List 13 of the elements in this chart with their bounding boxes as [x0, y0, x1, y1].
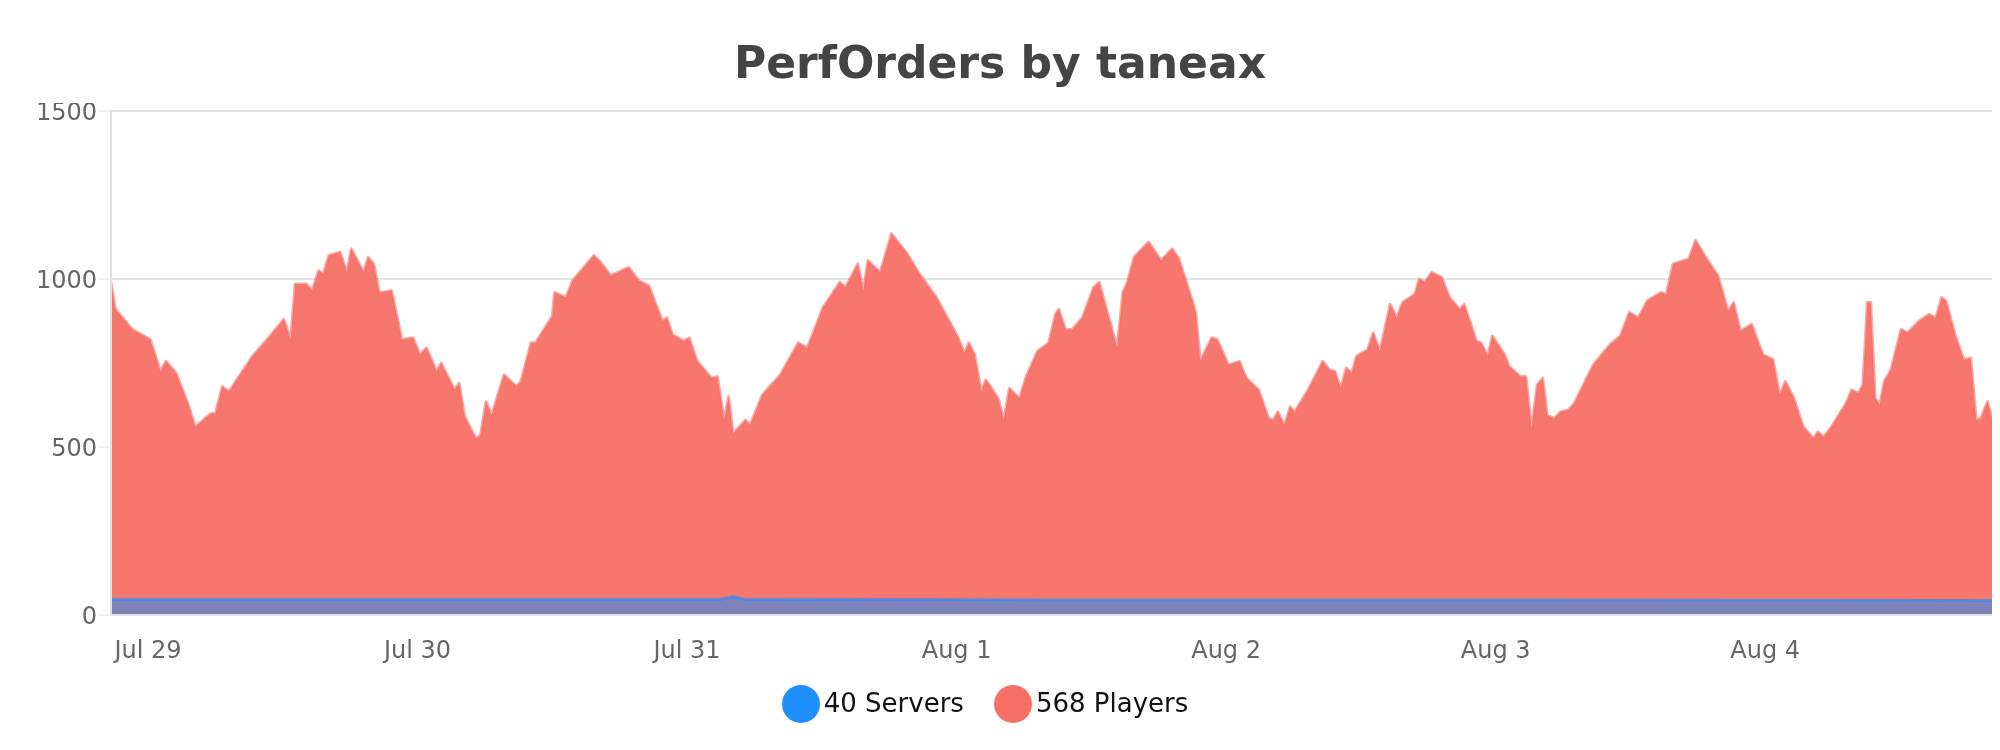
legend-label: 568 Players	[1035, 687, 1189, 718]
x-tick-label: Aug 4	[1730, 636, 1801, 665]
legend-label: 40 Servers	[823, 687, 964, 718]
x-tick-label: Aug 1	[921, 636, 992, 665]
y-tick-label: 1000	[35, 265, 97, 294]
x-tick-label: Jul 30	[382, 636, 452, 665]
x-tick-label: Aug 3	[1460, 636, 1531, 665]
chart-title: PerfOrders by taneax	[733, 37, 1267, 88]
x-tick-label: Jul 29	[112, 636, 182, 665]
y-tick-label: 500	[51, 433, 97, 462]
y-tick-label: 0	[81, 601, 97, 630]
x-tick-label: Aug 2	[1191, 636, 1262, 665]
x-tick-label: Jul 31	[651, 636, 721, 665]
